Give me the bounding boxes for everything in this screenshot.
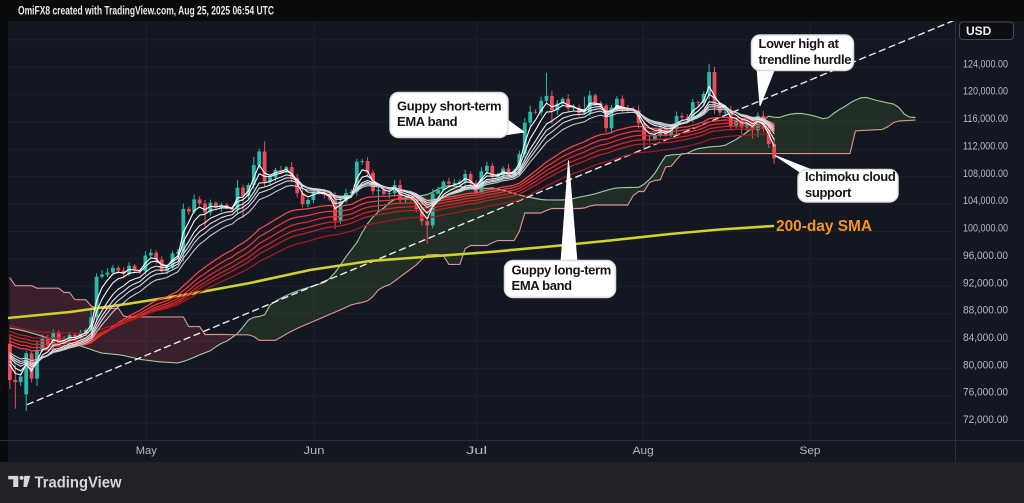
svg-text:124,000.00: 124,000.00 — [963, 58, 1008, 70]
svg-text:trendline hurdle: trendline hurdle — [759, 52, 852, 67]
svg-text:OmiFX8 created with TradingVie: OmiFX8 created with TradingView.com, Aug… — [18, 6, 274, 18]
svg-text:72,000.00: 72,000.00 — [963, 414, 1008, 426]
svg-text:Guppy short-term: Guppy short-term — [397, 99, 501, 114]
svg-text:TradingView: TradingView — [35, 475, 123, 492]
svg-text:Guppy long-term: Guppy long-term — [512, 263, 611, 278]
svg-text:76,000.00: 76,000.00 — [963, 387, 1008, 399]
svg-text:92,000.00: 92,000.00 — [963, 277, 1008, 289]
svg-text:USD: USD — [966, 24, 992, 38]
svg-text:116,000.00: 116,000.00 — [963, 113, 1008, 125]
svg-text:EMA band: EMA band — [512, 278, 573, 293]
svg-text:Jul: Jul — [466, 445, 487, 457]
svg-text:Lower high at: Lower high at — [759, 36, 840, 51]
svg-text:200-day SMA: 200-day SMA — [776, 218, 872, 235]
svg-text:Ichimoku cloud: Ichimoku cloud — [805, 169, 896, 184]
svg-text:Jun: Jun — [304, 445, 325, 457]
svg-text:88,000.00: 88,000.00 — [963, 305, 1008, 317]
svg-text:EMA band: EMA band — [397, 114, 458, 129]
svg-text:84,000.00: 84,000.00 — [963, 332, 1008, 344]
svg-text:Sep: Sep — [800, 445, 821, 457]
svg-text:108,000.00: 108,000.00 — [963, 168, 1008, 180]
svg-text:96,000.00: 96,000.00 — [963, 250, 1008, 262]
svg-text:112,000.00: 112,000.00 — [963, 140, 1008, 152]
svg-text:104,000.00: 104,000.00 — [963, 195, 1008, 207]
svg-text:Aug: Aug — [633, 445, 654, 457]
svg-text:80,000.00: 80,000.00 — [963, 359, 1008, 371]
svg-text:May: May — [136, 445, 158, 457]
svg-text:support: support — [805, 185, 852, 200]
svg-text:120,000.00: 120,000.00 — [963, 86, 1008, 98]
svg-text:100,000.00: 100,000.00 — [963, 223, 1008, 235]
